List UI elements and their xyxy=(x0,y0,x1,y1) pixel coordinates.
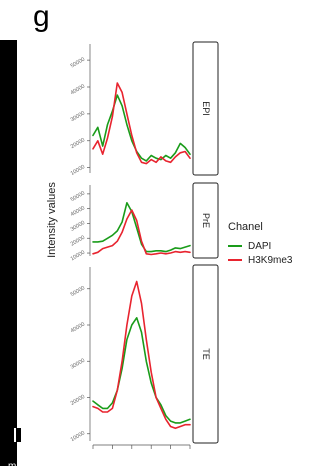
y-tick-label-epi: 40000 xyxy=(70,84,86,97)
facet-strip-epi xyxy=(192,41,219,176)
facet-label-pre: PrE xyxy=(201,213,211,228)
legend-swatch-h3k9me3 xyxy=(228,259,242,261)
legend: Chanel DAPI H3K9me3 xyxy=(228,221,292,267)
series-line-pre-h3k9me3 xyxy=(92,209,191,256)
panel-letter: g xyxy=(33,0,50,33)
y-tick-label-te: 50000 xyxy=(70,285,86,298)
y-tick-label-pre: 20000 xyxy=(70,235,86,248)
series-line-pre-dapi xyxy=(92,202,191,253)
y-tick-label-epi: 50000 xyxy=(70,57,86,70)
series-line-epi-h3k9me3 xyxy=(92,82,191,165)
y-tick-label-te: 40000 xyxy=(70,322,86,335)
legend-label-dapi: DAPI xyxy=(248,240,272,252)
legend-item-h3k9me3: H3K9me3 xyxy=(228,253,292,267)
y-tick-label-te: 10000 xyxy=(70,430,86,443)
y-tick-label-epi: 30000 xyxy=(70,110,86,123)
series-line-epi-dapi xyxy=(92,94,191,162)
y-tick-label-pre: 50000 xyxy=(70,190,86,203)
y-tick-label-epi: 10000 xyxy=(70,164,86,177)
facet-strip-pre xyxy=(192,182,219,259)
legend-title: Chanel xyxy=(228,221,263,233)
y-tick-label-pre: 40000 xyxy=(70,205,86,218)
y-tick-label-te: 20000 xyxy=(70,394,86,407)
y-tick-label-pre: 30000 xyxy=(70,220,86,233)
legend-label-h3k9me3: H3K9me3 xyxy=(248,254,293,266)
y-tick-label-pre: 10000 xyxy=(70,250,86,263)
y-axis-label: Intensity values xyxy=(46,182,58,258)
series-line-te-dapi xyxy=(92,316,191,424)
legend-item-dapi: DAPI xyxy=(228,239,292,253)
facet-label-te: TE xyxy=(201,348,211,360)
facet-label-epi: EPI xyxy=(201,101,211,116)
y-tick-label-epi: 20000 xyxy=(70,137,86,150)
series-line-te-h3k9me3 xyxy=(92,280,191,430)
legend-swatch-dapi xyxy=(228,245,242,247)
adjacent-panel-mark xyxy=(14,428,21,442)
facet-strip-te xyxy=(192,264,219,444)
y-tick-label-te: 30000 xyxy=(70,358,86,371)
